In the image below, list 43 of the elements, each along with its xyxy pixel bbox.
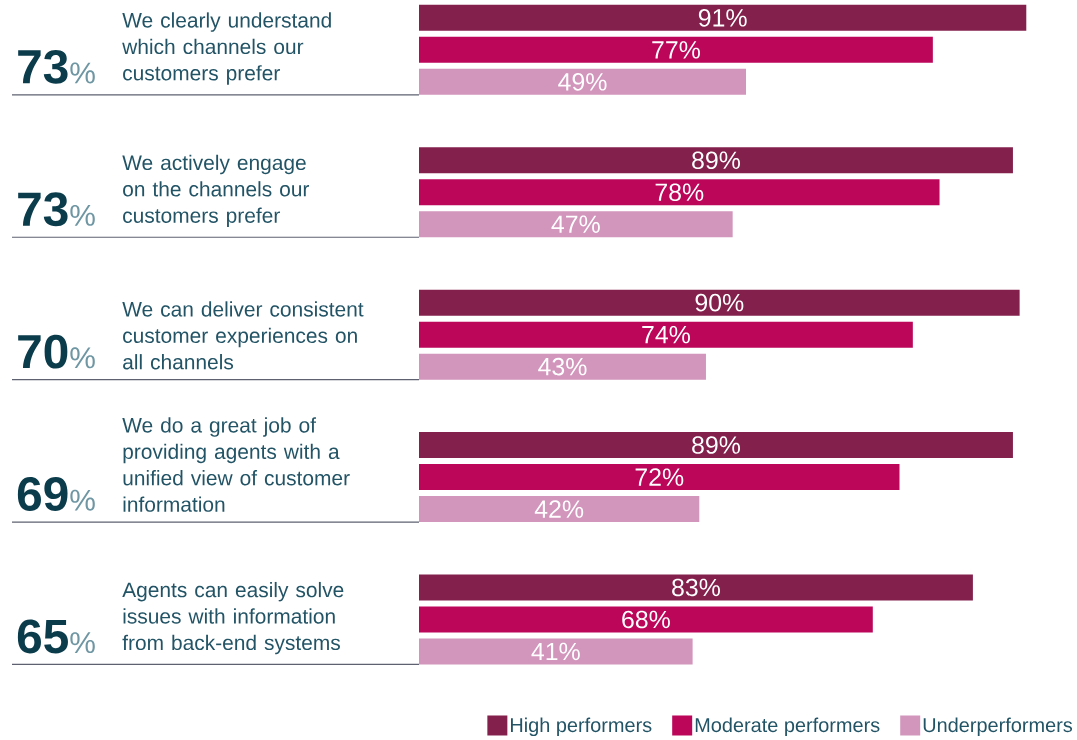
data-label: 91% bbox=[698, 9, 747, 27]
legend-label: High performers bbox=[510, 717, 652, 737]
data-label: 89% bbox=[692, 436, 741, 454]
legend-label: Moderate performers bbox=[695, 717, 880, 737]
y-tick-label: We actively engage on the channels our customers prefer bbox=[122, 154, 310, 228]
text: 73% bbox=[18, 192, 95, 227]
bar bbox=[419, 36, 933, 63]
bar bbox=[419, 574, 973, 601]
bar bbox=[419, 211, 733, 238]
data-label: 68% bbox=[622, 610, 670, 629]
data-label: 83% bbox=[672, 578, 720, 597]
data-label: 90% bbox=[695, 293, 744, 312]
data-label: 89% bbox=[692, 151, 741, 170]
text: 73% bbox=[18, 49, 95, 84]
bar bbox=[419, 353, 706, 380]
bar bbox=[419, 606, 873, 633]
bar bbox=[419, 4, 1027, 31]
bar bbox=[419, 638, 693, 665]
bar bbox=[419, 68, 746, 95]
text: 65% bbox=[17, 619, 95, 654]
bar bbox=[419, 432, 1013, 459]
bar bbox=[419, 321, 913, 348]
data-label: 78% bbox=[655, 183, 704, 202]
y-tick-label: We can deliver consistent customer experiences on all channels bbox=[122, 301, 364, 370]
bar bbox=[419, 464, 900, 491]
data-label: 41% bbox=[531, 642, 580, 661]
legend-label: Underperformers bbox=[923, 717, 1073, 737]
y-tick-label: We do a great job of providing agents with a unified view of customer information bbox=[122, 417, 350, 512]
data-label: 74% bbox=[642, 325, 690, 344]
y-tick-label: We clearly understand which channels our customers prefer bbox=[122, 12, 331, 85]
data-label: 77% bbox=[652, 41, 700, 59]
text: 69% bbox=[17, 477, 95, 511]
y-tick-label: Agents can easily solve issues with information from back-end systems bbox=[122, 581, 344, 655]
data-label: 49% bbox=[558, 73, 607, 91]
data-label: 72% bbox=[635, 468, 684, 486]
data-label: 43% bbox=[538, 357, 587, 376]
bar bbox=[419, 289, 1020, 316]
data-label: 42% bbox=[534, 500, 584, 518]
text: 70% bbox=[18, 334, 95, 369]
data-label: 47% bbox=[551, 215, 600, 233]
bar bbox=[419, 496, 700, 523]
bar bbox=[419, 179, 940, 206]
bar bbox=[419, 147, 1013, 174]
